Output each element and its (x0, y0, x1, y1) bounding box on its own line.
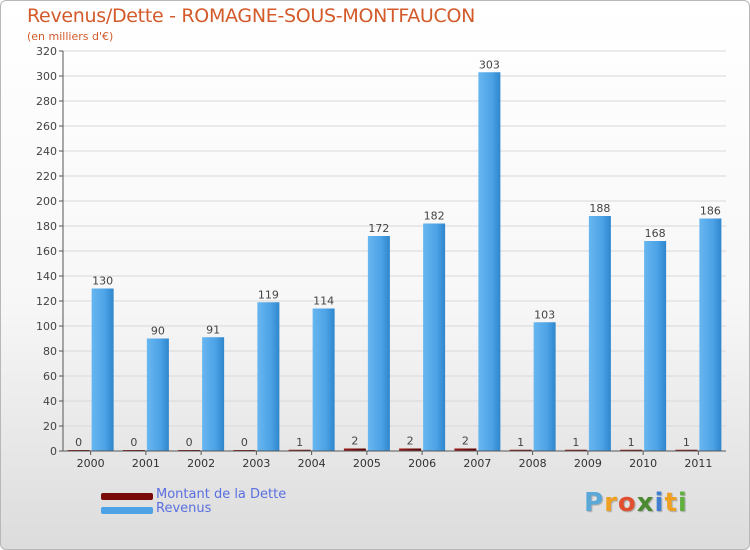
bar-revenus-2005 (367, 236, 390, 451)
y-tick-label: 60 (43, 370, 57, 383)
label-revenus-2011: 186 (700, 205, 721, 218)
bar-revenus-2000 (91, 288, 114, 451)
bar-revenus-2008 (533, 322, 556, 451)
bars (67, 72, 722, 451)
x-tick-label-2004: 2004 (298, 457, 326, 470)
label-dette-2004: 1 (296, 436, 303, 449)
label-dette-2006: 2 (407, 435, 414, 448)
label-revenus-2005: 172 (368, 222, 389, 235)
bar-revenus-2001 (146, 338, 169, 451)
bar-revenus-2009 (588, 216, 611, 451)
bar-revenus-2011 (699, 218, 722, 451)
bar-dette-2011 (675, 449, 698, 451)
label-revenus-2000: 130 (92, 275, 113, 288)
bar-dette-2008 (509, 449, 532, 451)
x-axis-ticks: 2000 2001 2002 2003 2004 2005 2006 2007 2008 2009… (77, 451, 712, 470)
legend-label-dette: Montant de la Dette (156, 487, 287, 502)
y-tick-label: 40 (43, 395, 57, 408)
y-tick-label: 100 (36, 320, 57, 333)
bar-dette-2009 (564, 449, 587, 451)
label-dette-2008: 1 (517, 436, 524, 449)
y-tick-label: 240 (36, 145, 57, 158)
y-tick-label: 220 (36, 170, 57, 183)
bar-revenus-2002 (202, 337, 225, 451)
x-tick-label-2001: 2001 (132, 457, 160, 470)
label-dette-2010: 1 (628, 436, 635, 449)
logo-letter: P (584, 488, 605, 518)
grid-lines (63, 50, 726, 427)
label-revenus-2006: 182 (424, 210, 445, 223)
bar-dette-2007 (454, 448, 477, 451)
legend-swatch-dette (101, 493, 153, 500)
label-dette-2011: 1 (683, 436, 690, 449)
bar-dette-2005 (343, 448, 366, 451)
x-tick-label-2009: 2009 (574, 457, 602, 470)
x-tick-label-2006: 2006 (408, 457, 436, 470)
y-tick-label: 80 (43, 345, 57, 358)
legend-swatch-revenus (101, 507, 153, 514)
y-tick-label: 160 (36, 245, 57, 258)
y-tick-label: 300 (36, 70, 57, 83)
bar-revenus-2007 (478, 72, 501, 451)
y-tick-label: 140 (36, 270, 57, 283)
y-tick-label: 260 (36, 120, 57, 133)
x-tick-label-2002: 2002 (187, 457, 215, 470)
y-tick-label: 180 (36, 220, 57, 233)
logo-letter: i (677, 488, 688, 518)
label-revenus-2004: 114 (313, 295, 334, 308)
label-revenus-2001: 90 (151, 325, 165, 338)
x-tick-label-2005: 2005 (353, 457, 381, 470)
label-revenus-2002: 91 (206, 323, 220, 336)
y-tick-label: 0 (50, 445, 57, 458)
logo-letter: o (617, 488, 637, 518)
logo-letter: i (654, 488, 665, 518)
label-dette-2007: 2 (462, 435, 469, 448)
bar-revenus-2003 (257, 302, 280, 451)
bar-revenus-2010 (644, 241, 667, 451)
logo-letter: r (604, 488, 618, 518)
bar-dette-2004 (288, 449, 311, 451)
label-revenus-2007: 303 (479, 58, 500, 71)
bar-revenus-2004 (312, 308, 335, 451)
label-revenus-2003: 119 (258, 288, 279, 301)
y-tick-label: 200 (36, 195, 57, 208)
label-revenus-2008: 103 (534, 308, 555, 321)
bar-dette-2006 (399, 448, 422, 451)
logo-letter: t (664, 488, 678, 518)
x-tick-label-2007: 2007 (463, 457, 491, 470)
x-tick-label-2011: 2011 (684, 457, 712, 470)
proxiti-logo: Proxiti (584, 488, 688, 524)
y-tick-label: 20 (43, 420, 57, 433)
y-axis-ticks: 0 20 40 60 80 100 120 140 160 180 200 220 240 260 280 3… (36, 45, 63, 458)
label-dette-2009: 1 (572, 436, 579, 449)
label-revenus-2010: 168 (645, 227, 666, 240)
label-dette-2003: 0 (241, 436, 248, 449)
y-tick-label: 120 (36, 295, 57, 308)
data-labels: 0 130 0 90 0 91 0 119 1 114 2 172 2 182 2 303 1 103 1 188 1 1… (75, 58, 721, 449)
x-tick-label-2003: 2003 (242, 457, 270, 470)
logo-letter: x (636, 488, 655, 518)
x-tick-label-2008: 2008 (519, 457, 547, 470)
label-dette-2005: 2 (351, 435, 358, 448)
label-revenus-2009: 188 (589, 202, 610, 215)
x-tick-label-2000: 2000 (77, 457, 105, 470)
chart-title: Revenus/Dette - ROMAGNE-SOUS-MONTFAUCON (27, 5, 476, 27)
bar-revenus-2006 (423, 223, 446, 451)
bar-dette-2010 (620, 449, 643, 451)
chart-subtitle: (en milliers d'€) (27, 30, 114, 43)
y-tick-label: 280 (36, 95, 57, 108)
label-dette-2000: 0 (75, 436, 82, 449)
x-tick-label-2010: 2010 (629, 457, 657, 470)
y-tick-label: 320 (36, 45, 57, 58)
label-dette-2001: 0 (130, 436, 137, 449)
legend-label-revenus: Revenus (156, 501, 212, 516)
label-dette-2002: 0 (186, 436, 193, 449)
